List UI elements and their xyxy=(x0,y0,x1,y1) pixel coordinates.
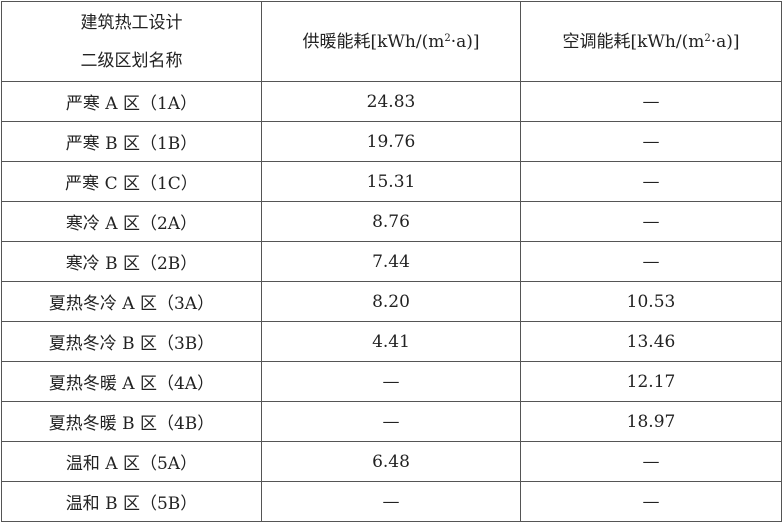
header-zone: 建筑热工设计 二级区划名称 xyxy=(1,1,262,82)
header-heating: 供暖能耗[kWh/(m2·a)] xyxy=(261,1,521,82)
cell-heating: 24.83 xyxy=(261,81,521,122)
cell-heating: 7.44 xyxy=(261,241,521,282)
table-row: 严寒 A 区（1A） 24.83— xyxy=(1,81,782,122)
table-row: 严寒 C 区（1C） 15.31— xyxy=(1,161,782,202)
header-zone-line1: 建筑热工设计 xyxy=(80,12,183,33)
cell-zone: 温和 A 区（5A） xyxy=(1,441,262,482)
cell-heating: 15.31 xyxy=(261,161,521,202)
cell-zone: 温和 B 区（5B） xyxy=(1,481,262,522)
cell-zone: 严寒 C 区（1C） xyxy=(1,161,262,202)
cell-cooling: — xyxy=(520,481,782,522)
cell-cooling: — xyxy=(520,81,782,122)
cell-cooling: — xyxy=(520,201,782,242)
table-row: 夏热冬冷 A 区（3A） 8.20 10.53 xyxy=(1,281,782,322)
cell-heating: — xyxy=(261,481,521,522)
table-row: 寒冷 A 区（2A） 8.76— xyxy=(1,201,782,242)
header-heating-sup: 2 xyxy=(444,32,451,44)
table-row: 温和 B 区（5B） — — xyxy=(1,481,782,522)
cell-zone: 严寒 A 区（1A） xyxy=(1,81,262,122)
cell-heating: 4.41 xyxy=(261,321,521,362)
header-cooling: 空调能耗[kWh/(m2·a)] xyxy=(520,1,782,82)
table-row: 温和 A 区（5A） 6.48— xyxy=(1,441,782,482)
cell-zone: 寒冷 B 区（2B） xyxy=(1,241,262,282)
header-cooling-text: 空调能耗[kWh/(m xyxy=(562,31,705,52)
cell-cooling: — xyxy=(520,161,782,202)
header-heating-text: 供暖能耗[kWh/(m xyxy=(302,31,445,52)
table-row: 寒冷 B 区（2B） 7.44— xyxy=(1,241,782,282)
cell-cooling: — xyxy=(520,121,782,162)
cell-zone: 寒冷 A 区（2A） xyxy=(1,201,262,242)
cell-zone: 夏热冬冷 A 区（3A） xyxy=(1,281,262,322)
cell-heating: 8.76 xyxy=(261,201,521,242)
header-cooling-suffix: ·a)] xyxy=(710,31,740,52)
cell-zone: 夏热冬暖 B 区（4B） xyxy=(1,401,262,442)
cell-cooling: 12.17 xyxy=(520,361,782,402)
cell-heating: 19.76 xyxy=(261,121,521,162)
cell-cooling: — xyxy=(520,441,782,482)
cell-cooling: 10.53 xyxy=(520,281,782,322)
cell-heating: — xyxy=(261,401,521,442)
cell-cooling: 13.46 xyxy=(520,321,782,362)
header-cooling-sup: 2 xyxy=(704,32,711,44)
header-row: 建筑热工设计 二级区划名称 供暖能耗[kWh/(m2·a)] 空调能耗[kWh/(… xyxy=(1,1,782,82)
table-row: 夏热冬暖 B 区（4B） —18.97 xyxy=(1,401,782,442)
cell-cooling: 18.97 xyxy=(520,401,782,442)
cell-zone: 严寒 B 区（1B） xyxy=(1,121,262,162)
cell-zone: 夏热冬暖 A 区（4A） xyxy=(1,361,262,402)
header-heating-suffix: ·a)] xyxy=(450,31,480,52)
table-row: 夏热冬冷 B 区（3B） 4.41 13.46 xyxy=(1,321,782,362)
table-row: 夏热冬暖 A 区（4A） —12.17 xyxy=(1,361,782,402)
cell-heating: 8.20 xyxy=(261,281,521,322)
cell-heating: 6.48 xyxy=(261,441,521,482)
cell-heating: — xyxy=(261,361,521,402)
table-row: 严寒 B 区（1B） 19.76— xyxy=(1,121,782,162)
cell-zone: 夏热冬冷 B 区（3B） xyxy=(1,321,262,362)
cell-cooling: — xyxy=(520,241,782,282)
header-zone-line2: 二级区划名称 xyxy=(80,50,183,71)
